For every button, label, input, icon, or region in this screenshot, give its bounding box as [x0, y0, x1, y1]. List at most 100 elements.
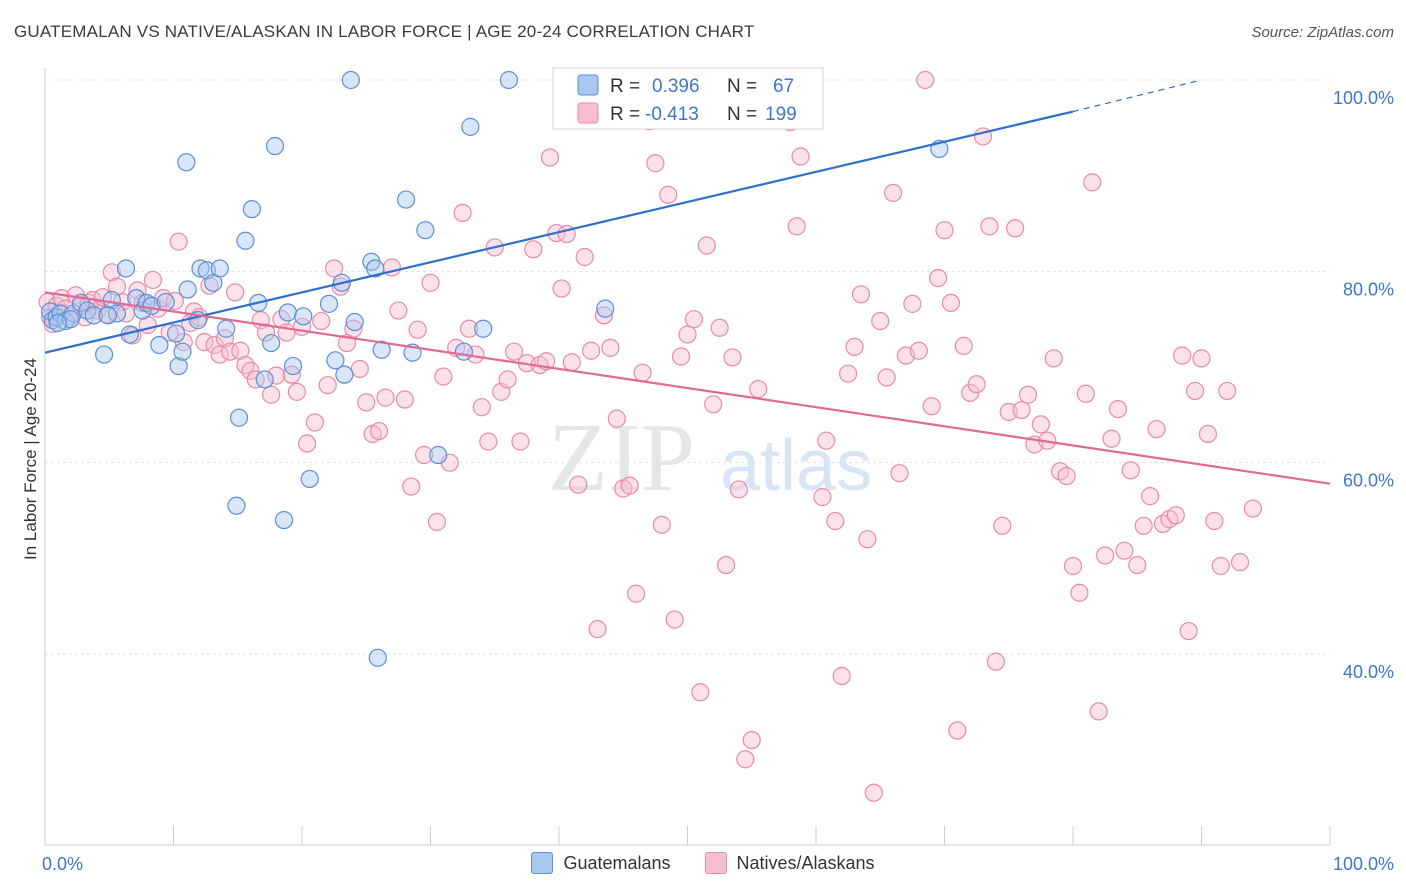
guatemalans-point-20	[166, 324, 186, 343]
n-value-natives: 199	[765, 104, 797, 125]
natives-point-68	[395, 390, 414, 409]
legend-item-natives[interactable]: Natives/Alaskans	[704, 852, 875, 874]
guatemalans-point-40	[283, 356, 303, 376]
natives-point-142	[864, 783, 883, 802]
natives-point-70	[408, 320, 427, 339]
natives-point-197	[1218, 381, 1237, 401]
natives-point-101	[601, 338, 620, 357]
natives-point-198	[1230, 553, 1250, 572]
x-tick-labels: 0.0% 100.0%	[42, 854, 1394, 874]
y-tick-labels: 40.0% 60.0% 80.0% 100.0%	[1333, 88, 1394, 682]
natives-point-102	[607, 409, 626, 428]
natives-point-118	[710, 318, 729, 337]
natives-point-164	[1006, 219, 1025, 238]
natives-point-47	[267, 366, 286, 385]
guatemalans-point-47	[345, 312, 364, 332]
natives-point-112	[671, 347, 691, 366]
guatemalans-point-36	[262, 333, 281, 353]
natives-point-135	[817, 431, 836, 450]
legend-swatch-blue	[531, 852, 554, 874]
natives-point-144	[877, 368, 896, 387]
natives-point-81	[479, 432, 498, 451]
guatemalans-point-22	[173, 342, 192, 361]
n-label-natives: N =	[727, 104, 757, 125]
guatemalans-point-33	[242, 200, 261, 219]
natives-point-57	[325, 259, 344, 278]
natives-point-23	[143, 270, 163, 290]
natives-point-105	[626, 584, 646, 603]
r-label-natives: R =	[610, 104, 640, 125]
natives-point-175	[1076, 384, 1095, 403]
guatemalans-point-43	[319, 294, 339, 313]
natives-point-73	[427, 512, 447, 532]
guatemalans-point-31	[229, 408, 249, 427]
natives-point-161	[986, 652, 1006, 671]
natives-point-149	[909, 341, 928, 360]
natives-point-185	[1140, 487, 1160, 506]
natives-point-93	[552, 279, 571, 298]
regression-line-guatemalans-extension	[1072, 79, 1202, 113]
natives-point-150	[916, 70, 935, 90]
natives-point-78	[459, 319, 479, 338]
natives-point-54	[305, 413, 324, 432]
natives-point-168	[1031, 415, 1050, 434]
natives-point-39	[226, 283, 245, 302]
x-tick-label-min: 0.0%	[42, 854, 83, 874]
natives-point-179	[1102, 429, 1121, 448]
natives-point-42	[241, 361, 260, 380]
natives-point-40	[231, 341, 250, 360]
natives-point-165	[1012, 400, 1031, 420]
natives-point-67	[389, 301, 408, 320]
natives-point-158	[967, 375, 986, 394]
natives-point-37	[215, 329, 234, 348]
guatemalans-point-50	[366, 259, 385, 278]
natives-point-115	[691, 683, 710, 702]
guatemalans-point-65	[48, 313, 67, 333]
natives-point-145	[883, 183, 903, 202]
natives-point-97	[575, 247, 594, 267]
legend-item-guatemalans[interactable]: Guatemalans	[531, 852, 671, 874]
natives-point-109	[652, 515, 671, 534]
natives-point-143	[871, 311, 890, 331]
legend-swatch-pink	[704, 852, 727, 874]
guatemalans-point-17	[142, 296, 161, 315]
legend-swatch-natives	[577, 102, 599, 124]
natives-point-106	[633, 363, 652, 382]
y-tick-label-60: 60.0%	[1343, 471, 1394, 491]
natives-point-182	[1121, 461, 1140, 480]
natives-point-184	[1134, 516, 1153, 535]
natives-point-53	[298, 434, 317, 453]
natives-point-138	[839, 364, 858, 383]
natives-point-162	[993, 516, 1012, 535]
natives-point-131	[791, 147, 810, 166]
guatemalans-point-58	[461, 117, 480, 136]
natives-point-192	[1185, 381, 1205, 401]
natives-point-28	[169, 232, 188, 251]
natives-point-84	[498, 370, 517, 389]
natives-point-123	[742, 730, 761, 750]
natives-point-160	[980, 217, 999, 236]
natives-point-122	[736, 750, 755, 769]
natives-point-173	[1063, 556, 1083, 576]
r-value-natives: -0.413	[645, 104, 699, 125]
guatemalans-point-61	[596, 299, 615, 318]
y-axis-label: In Labor Force | Age 20-24	[21, 358, 40, 560]
natives-point-136	[826, 511, 845, 531]
natives-point-199	[1243, 499, 1263, 518]
guatemalans-point-51	[368, 648, 387, 667]
y-tick-label-100: 100.0%	[1333, 88, 1394, 108]
natives-point-95	[562, 353, 581, 372]
natives-point-56	[318, 376, 337, 395]
natives-point-193	[1192, 349, 1211, 368]
natives-point-194	[1198, 424, 1218, 444]
guatemalans-point-62	[177, 153, 196, 172]
natives-point-35	[205, 335, 224, 355]
natives-point-108	[646, 154, 665, 173]
natives-point-91	[540, 148, 560, 167]
guatemalans-point-59	[474, 319, 493, 338]
guatemalans-point-42	[300, 469, 319, 489]
guatemalans-point-37	[265, 136, 285, 156]
natives-point-166	[1018, 385, 1038, 404]
guatemalans-point-57	[454, 342, 474, 361]
natives-point-111	[665, 610, 684, 629]
